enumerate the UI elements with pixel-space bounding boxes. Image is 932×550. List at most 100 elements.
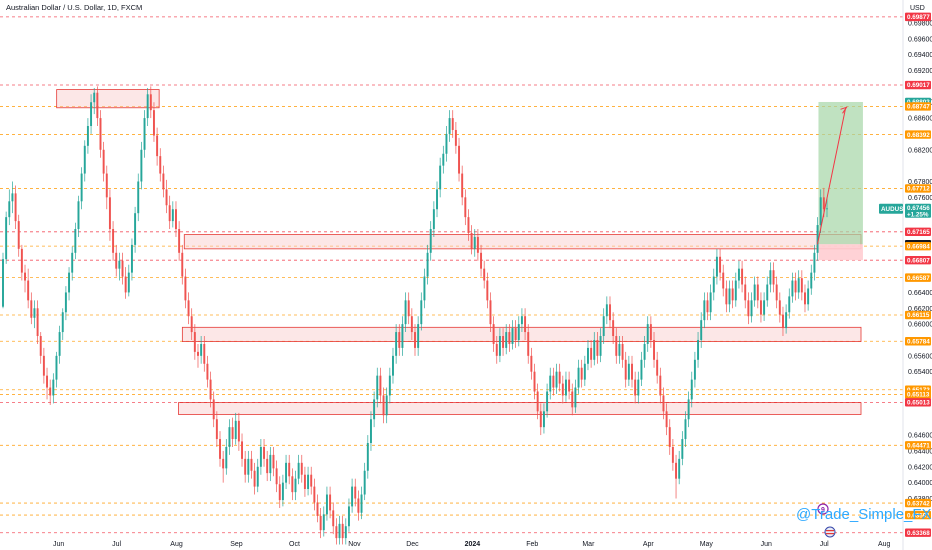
price-badge-label: 0.64471: [907, 443, 930, 450]
candle: [52, 373, 55, 404]
candle: [303, 466, 306, 497]
candle: [140, 141, 143, 190]
candle-body: [599, 336, 602, 356]
candle: [244, 450, 247, 483]
candle: [382, 387, 385, 424]
candle-body: [347, 506, 350, 527]
candle: [681, 431, 684, 466]
candle: [464, 189, 467, 226]
candle-body: [709, 292, 712, 313]
y-tick-label: 0.64400: [908, 448, 932, 455]
candle: [351, 478, 354, 513]
candle-body: [385, 395, 388, 416]
candle: [454, 122, 457, 154]
candle: [332, 502, 335, 535]
candle: [436, 181, 438, 218]
candle: [615, 328, 618, 364]
y-tick-label: 0.64200: [908, 464, 932, 471]
candle-body: [130, 244, 133, 273]
candle: [671, 439, 674, 471]
candle-body: [426, 252, 429, 277]
candle: [5, 211, 8, 264]
candle: [539, 403, 542, 436]
candle-body: [351, 486, 354, 507]
candle-body: [675, 462, 678, 479]
candle-body: [719, 256, 722, 273]
y-tick-label: 0.64000: [908, 480, 932, 487]
candle-body: [253, 470, 256, 487]
candle: [335, 518, 338, 545]
candle: [360, 486, 363, 520]
candle: [697, 332, 700, 368]
y-tick-label: 0.68600: [908, 116, 932, 123]
candle-body: [590, 347, 593, 360]
candle-body: [281, 482, 284, 501]
candle: [533, 363, 536, 400]
candle-body: [86, 126, 89, 146]
candle: [86, 118, 89, 154]
candle-body: [146, 94, 149, 119]
candle-body: [624, 359, 627, 380]
candle-body: [609, 304, 611, 321]
candle: [269, 446, 272, 482]
current-price-label: 0.67456: [907, 205, 930, 212]
candle: [363, 462, 366, 501]
candle-body: [20, 248, 23, 273]
candle-body: [341, 523, 344, 539]
candle-body: [517, 324, 520, 340]
candle-body: [794, 280, 797, 293]
candle: [826, 197, 828, 218]
candle: [514, 320, 517, 348]
price-badge-label: 0.67165: [907, 229, 930, 236]
candle-body: [759, 300, 762, 315]
candle-body: [574, 387, 577, 408]
candle: [643, 336, 646, 368]
candle-body: [816, 225, 819, 253]
candle: [77, 195, 80, 237]
candle: [130, 238, 133, 281]
candle: [442, 145, 445, 174]
candle-body: [68, 272, 71, 293]
candle-body: [734, 280, 737, 301]
candle: [763, 292, 766, 321]
candle: [627, 355, 630, 386]
candle-body: [800, 278, 803, 293]
candle-body: [121, 260, 124, 277]
candle-body: [524, 316, 527, 333]
currency-label[interactable]: USD: [910, 5, 925, 12]
candle: [341, 515, 344, 545]
candle-body: [115, 252, 118, 269]
candle: [291, 468, 294, 501]
candle: [319, 507, 322, 539]
candle: [432, 201, 435, 237]
price-badge-label: 0.66984: [907, 243, 930, 250]
candle: [524, 308, 527, 340]
price-badge: [905, 528, 931, 537]
candle-body: [209, 379, 212, 400]
candle: [256, 458, 259, 493]
candle: [115, 244, 118, 277]
price-badge-label: 0.65784: [907, 338, 930, 345]
candle-body: [439, 165, 442, 190]
candle: [234, 412, 237, 445]
candle: [690, 371, 693, 408]
candle: [237, 412, 240, 451]
candle: [181, 244, 184, 285]
candle: [30, 292, 33, 325]
candle: [146, 87, 149, 127]
candle-body: [533, 371, 536, 392]
candle-body: [542, 411, 545, 428]
x-tick-label: Apr: [643, 541, 655, 548]
candle: [165, 179, 168, 214]
candle: [788, 288, 791, 319]
candle: [404, 292, 407, 333]
y-tick-label: 0.65400: [908, 369, 932, 376]
x-tick-label: Oct: [289, 541, 300, 548]
candle-body: [668, 427, 671, 447]
candle-body: [577, 367, 580, 388]
candle-body: [555, 371, 558, 388]
candle: [476, 229, 479, 261]
candle-body: [615, 336, 618, 356]
candle: [93, 87, 96, 115]
